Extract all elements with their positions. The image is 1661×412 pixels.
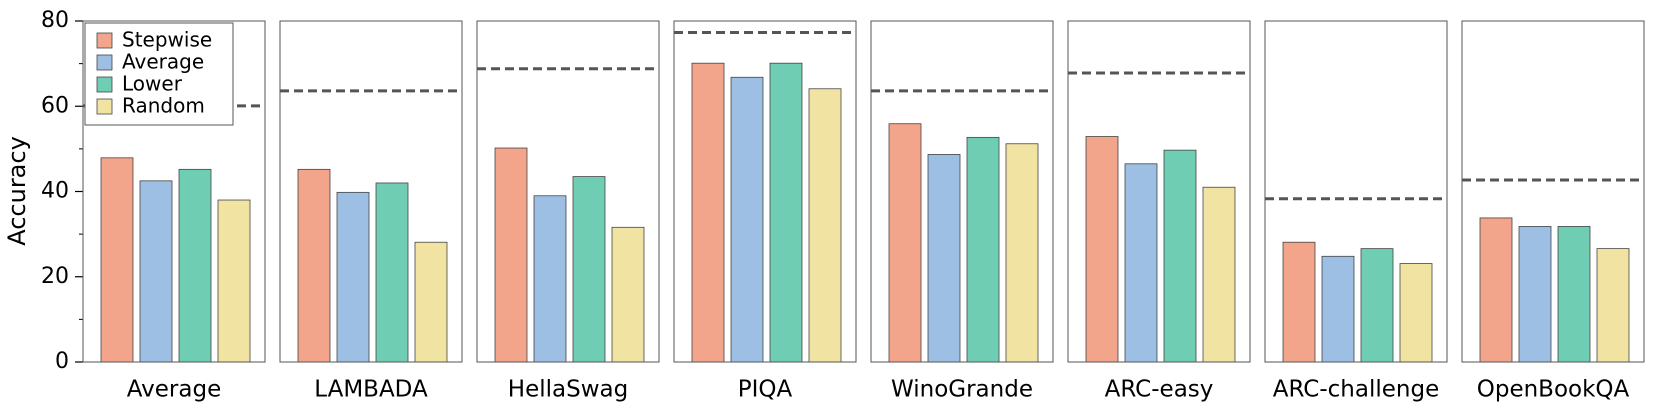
legend-label: Stepwise — [122, 28, 212, 52]
bar — [100, 157, 134, 363]
bar — [1518, 226, 1552, 363]
y-tick-label: 40 — [41, 179, 69, 204]
x-category-label: ARC-challenge — [1273, 377, 1440, 403]
y-tick-label: 20 — [41, 264, 69, 289]
x-category-label: OpenBookQA — [1477, 377, 1630, 403]
bar — [414, 241, 448, 363]
bar — [1202, 186, 1236, 363]
bar — [217, 199, 251, 363]
bar — [1282, 241, 1316, 363]
panel-frame — [476, 20, 660, 363]
y-tick-label: 80 — [41, 8, 69, 33]
panel-frame — [1067, 20, 1251, 363]
bar — [1557, 226, 1591, 363]
panel-frame — [870, 20, 1054, 363]
bar — [375, 182, 409, 363]
bar — [1479, 217, 1513, 363]
bar — [1085, 136, 1119, 363]
bar — [769, 62, 803, 363]
bar — [572, 176, 606, 363]
bar — [611, 226, 645, 363]
legend-label: Average — [122, 50, 204, 74]
panel-frame — [82, 20, 266, 363]
legend-label: Lower — [122, 72, 183, 96]
bar — [1321, 255, 1355, 363]
y-axis-label: Accuracy — [3, 136, 31, 246]
bar — [139, 180, 173, 363]
bar — [297, 168, 331, 363]
bar — [730, 76, 764, 363]
x-category-label: HellaSwag — [508, 377, 628, 403]
bar — [1596, 248, 1630, 363]
legend-label: Random — [122, 94, 205, 118]
legend-swatch — [96, 98, 113, 115]
bar — [533, 195, 567, 363]
y-tick-label: 60 — [41, 93, 69, 118]
bar — [1163, 149, 1197, 363]
bar — [1360, 248, 1394, 363]
legend-swatch — [96, 76, 113, 93]
x-category-label: WinoGrande — [891, 377, 1033, 403]
x-category-label: Average — [127, 377, 221, 403]
bar — [336, 191, 370, 363]
bar — [927, 154, 961, 363]
y-tick-label: 0 — [55, 349, 69, 374]
legend-swatch — [96, 54, 113, 71]
bar — [1399, 263, 1433, 363]
bar — [1124, 163, 1158, 363]
bar — [691, 62, 725, 363]
x-category-label: ARC-easy — [1105, 377, 1214, 403]
panel-frame — [673, 20, 857, 363]
bar — [966, 136, 1000, 363]
x-category-label: PIQA — [738, 377, 793, 403]
x-category-label: LAMBADA — [314, 377, 428, 403]
bar — [178, 168, 212, 363]
panel-frame — [1461, 20, 1645, 363]
bar — [1005, 143, 1039, 363]
bar — [888, 123, 922, 363]
panel-frame — [1264, 20, 1448, 363]
bar — [808, 88, 842, 363]
bar — [494, 147, 528, 363]
legend-swatch — [96, 32, 113, 49]
panel-frame — [279, 20, 463, 363]
